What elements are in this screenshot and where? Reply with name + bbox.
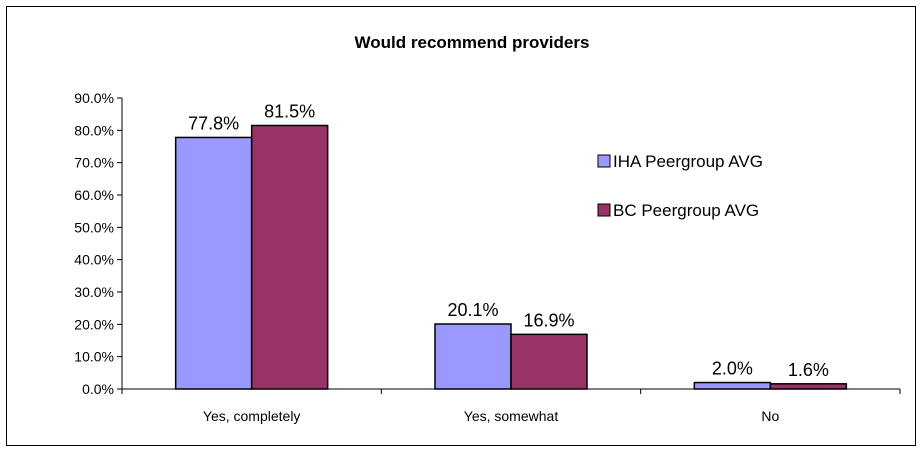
y-tick-label: 0.0% [82,381,114,397]
bar-iha-1 [434,323,512,390]
y-tick-label: 90.0% [74,90,114,106]
bar-iha-0 [174,136,253,390]
legend: IHA Peergroup AVG BC Peergroup AVG [597,152,763,220]
data-label: 2.0% [712,359,753,379]
bar-bc-2 [769,383,848,390]
data-label: 81.5% [264,101,315,121]
data-label: 77.8% [188,113,239,133]
axes: 0.0% 10.0% 20.0% 30.0% 40.0% 50.0% 60.0% 70.0% 8… [74,90,901,424]
bars [174,124,848,390]
y-tick-label: 20.0% [74,316,114,332]
x-tick-label: Yes, somewhat [464,408,559,424]
y-tick-label: 60.0% [74,187,114,203]
bar-bc-1 [510,333,588,390]
legend-label: IHA Peergroup AVG [613,152,763,171]
bar-bc-0 [250,124,329,390]
bar-iha-2 [693,381,772,390]
y-tick-label: 10.0% [74,349,114,365]
legend-swatch [597,203,611,217]
legend-swatch [597,154,611,168]
x-tick-label: Yes, completely [203,408,301,424]
data-label: 16.9% [523,310,574,330]
y-tick-label: 50.0% [74,219,114,235]
y-tick-label: 40.0% [74,252,114,268]
chart-title: Would recommend providers [355,33,590,52]
data-label: 20.1% [447,300,498,320]
x-tick-label: No [761,408,779,424]
legend-label: BC Peergroup AVG [613,201,759,220]
y-tick-label: 80.0% [74,122,114,138]
data-labels: 77.8% 81.5% 20.1% 16.9% 2.0% 1.6% [188,101,829,379]
y-tick-label: 30.0% [74,284,114,300]
data-label: 1.6% [788,360,829,380]
y-tick-label: 70.0% [74,155,114,171]
